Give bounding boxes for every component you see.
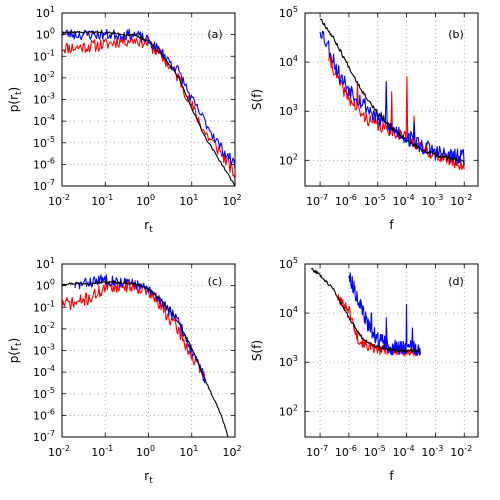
series-line-1 (328, 53, 465, 171)
x-tick-label: 10-3 (421, 444, 443, 459)
x-tick-label: 10-4 (393, 193, 415, 208)
series-group (319, 18, 465, 171)
y-tick-label: 10-4 (33, 113, 55, 128)
panel-label: (b) (448, 28, 464, 41)
x-axis-label: f (389, 218, 394, 232)
series-line-3 (62, 30, 235, 186)
x-tick-label: 10-2 (450, 444, 472, 459)
y-axis-label: S(f) (250, 340, 264, 361)
y-tick-label: 101 (36, 256, 55, 271)
y-tick-label: 10-2 (33, 70, 55, 85)
panel-label: (a) (207, 28, 222, 41)
x-tick-label: 102 (222, 193, 241, 208)
y-tick-label: 103 (279, 354, 298, 369)
x-tick-label: 101 (179, 193, 198, 208)
ticks: 10-7 10-6 10-5 10-4 10-3 10-2 102 103 104 105 (279, 256, 478, 459)
y-axis-label: S(f) (250, 89, 264, 110)
panel-label: (c) (208, 275, 223, 288)
series-line-2 (62, 28, 235, 169)
y-tick-label: 10-3 (33, 343, 55, 358)
y-tick-label: 105 (279, 256, 298, 271)
series-group (62, 28, 235, 186)
series-line-1 (62, 33, 235, 179)
y-tick-label: 100 (36, 27, 55, 42)
x-tick-label: 10-7 (306, 193, 328, 208)
series-line-2 (348, 272, 421, 357)
y-tick-label: 104 (279, 305, 298, 320)
x-axis-label: rt (144, 469, 153, 486)
series-line-3 (62, 280, 229, 437)
ticks: 10-7 10-6 10-5 10-4 10-3 10-2 102 103 104 105 (279, 5, 478, 208)
x-tick-label: 10-7 (306, 444, 328, 459)
y-tick-label: 10-1 (33, 48, 55, 63)
y-tick-label: 102 (279, 152, 298, 167)
x-tick-label: 102 (222, 444, 241, 459)
grid (305, 264, 478, 437)
x-tick-label: 10-6 (335, 193, 357, 208)
x-tick-label: 10-2 (48, 444, 70, 459)
y-tick-label: 104 (279, 54, 298, 69)
x-tick-label: 101 (179, 444, 198, 459)
x-tick-label: 10-2 (450, 193, 472, 208)
x-tick-label: 10-1 (91, 444, 113, 459)
panel-c: 10-2 10-1 100 101 102 10-7 10-6 10-5 10-4 10-3 10-… (7, 256, 242, 486)
grid (62, 13, 235, 186)
panel-label: (d) (448, 275, 464, 288)
y-tick-label: 101 (36, 5, 55, 20)
y-tick-label: 10-5 (33, 135, 55, 150)
y-tick-label: 10-5 (33, 386, 55, 401)
series-line-1 (62, 278, 206, 382)
series-line-3 (310, 267, 421, 353)
y-tick-label: 100 (36, 278, 55, 293)
y-tick-label: 10-2 (33, 321, 55, 336)
x-tick-label: 10-3 (421, 193, 443, 208)
y-tick-label: 10-3 (33, 92, 55, 107)
y-tick-label: 10-6 (33, 156, 55, 171)
x-axis-label: rt (144, 218, 153, 235)
y-tick-label: 10-7 (33, 429, 55, 444)
series-group (62, 274, 229, 437)
y-tick-label: 103 (279, 103, 298, 118)
series-line-3 (319, 18, 465, 165)
y-tick-label: 105 (279, 5, 298, 20)
y-axis-label: p(rt) (7, 87, 24, 112)
ticks: 10-2 10-1 100 101 102 10-7 10-6 10-5 10-4 10-3 10-… (33, 256, 242, 459)
x-tick-label: 10-5 (364, 444, 386, 459)
x-tick-label: 10-2 (48, 193, 70, 208)
y-tick-label: 10-4 (33, 364, 55, 379)
plot-frame (304, 263, 479, 438)
y-tick-label: 102 (279, 403, 298, 418)
plot-frame (304, 12, 479, 187)
y-tick-label: 10-1 (33, 299, 55, 314)
panel-a: 10-2 10-1 100 101 102 10-7 10-6 10-5 10-4 10-3 10-… (7, 5, 242, 235)
series-line-1 (336, 294, 421, 357)
series-group (310, 267, 421, 357)
series-line-2 (74, 274, 206, 384)
x-tick-label: 10-4 (393, 444, 415, 459)
x-tick-label: 100 (136, 193, 155, 208)
y-tick-label: 10-7 (33, 178, 55, 193)
x-axis-label: f (389, 469, 394, 483)
panel-b: 10-7 10-6 10-5 10-4 10-3 10-2 102 103 104 105 f S(f… (250, 5, 479, 232)
panel-d: 10-7 10-6 10-5 10-4 10-3 10-2 102 103 104 105 f S(f… (250, 256, 479, 483)
x-tick-label: 100 (136, 444, 155, 459)
x-tick-label: 10-5 (364, 193, 386, 208)
x-tick-label: 10-1 (91, 193, 113, 208)
ticks: 10-2 10-1 100 101 102 10-7 10-6 10-5 10-4 10-3 10-… (33, 5, 242, 208)
y-axis-label: p(rt) (7, 338, 24, 363)
y-tick-label: 10-6 (33, 407, 55, 422)
x-tick-label: 10-6 (335, 444, 357, 459)
